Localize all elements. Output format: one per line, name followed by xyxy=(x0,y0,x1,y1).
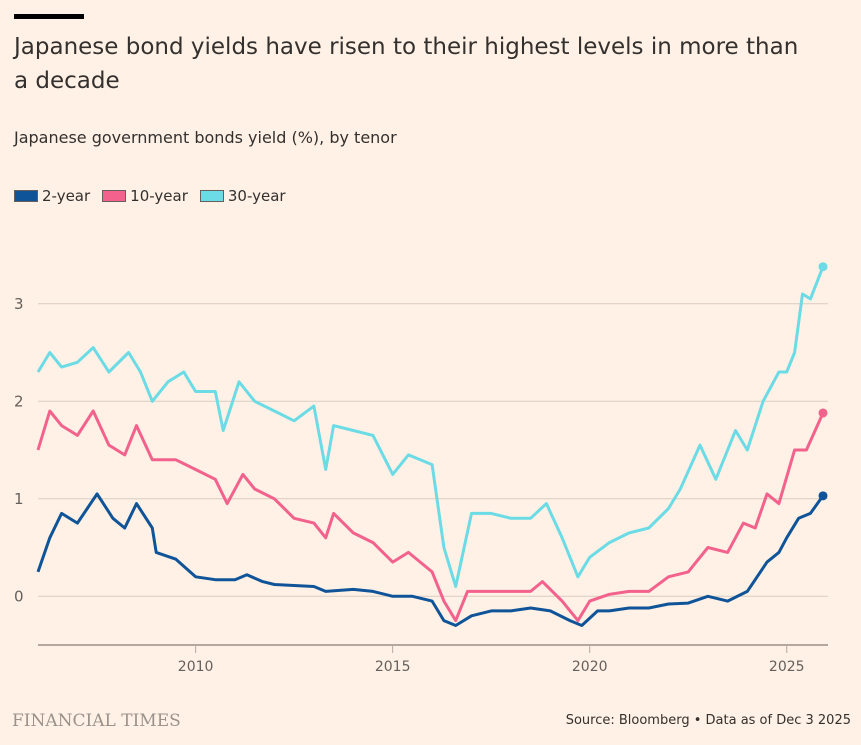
series-end-point-10-year xyxy=(818,408,828,418)
legend-label: 30-year xyxy=(227,187,286,205)
series-line-10-year xyxy=(36,409,825,623)
legend-label: 2-year xyxy=(42,187,91,205)
chart-title: Japanese bond yields have risen to their… xyxy=(14,34,799,94)
ft-logo: FINANCIAL TIMES xyxy=(12,711,181,731)
legend-item-30-year: 30-year xyxy=(199,187,286,205)
legend-item-10-year: 10-year xyxy=(102,187,188,205)
y-tick-label: 0 xyxy=(14,587,24,605)
series-line-2-year xyxy=(36,492,825,627)
y-tick-label: 2 xyxy=(14,392,24,410)
x-tick-label: 2015 xyxy=(375,659,411,675)
legend-swatch xyxy=(14,190,38,202)
legend-swatch xyxy=(199,190,224,202)
chart-subtitle: Japanese government bonds yield (%), by … xyxy=(14,128,397,147)
header-rule xyxy=(14,14,84,19)
x-tick-label: 2020 xyxy=(572,659,608,675)
legend: 2-year 10-year 30-year xyxy=(14,187,286,205)
legend-swatch xyxy=(102,190,127,202)
source-note: Source: Bloomberg • Data as of Dec 3 202… xyxy=(565,713,851,728)
legend-item-2-year: 2-year xyxy=(14,187,90,205)
legend-label: 10-year xyxy=(130,187,188,205)
series-end-point-30-year xyxy=(818,262,828,272)
y-tick-label: 3 xyxy=(14,295,24,313)
series-end-point-2-year xyxy=(818,491,828,501)
series-line-30-year xyxy=(36,266,825,588)
y-tick-label: 1 xyxy=(14,490,24,508)
x-tick-label: 2010 xyxy=(178,659,214,675)
x-tick-label: 2025 xyxy=(769,659,805,675)
